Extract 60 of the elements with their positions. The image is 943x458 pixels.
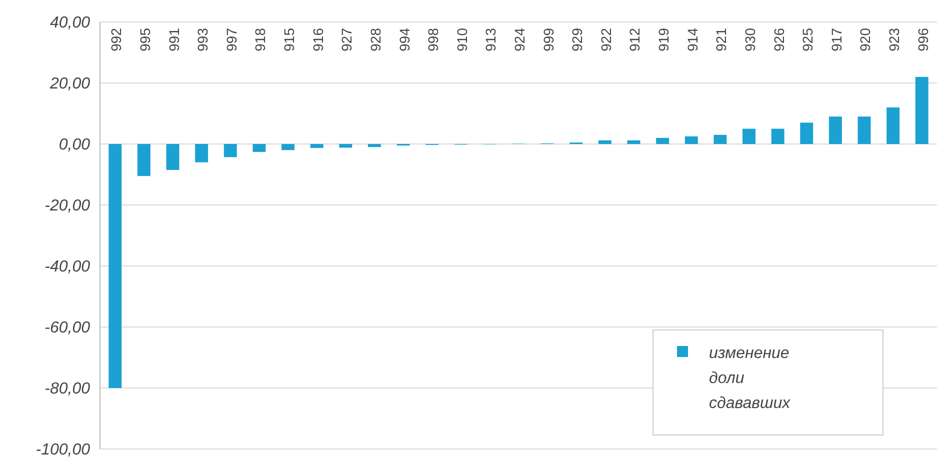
x-tick-label: 993 <box>194 28 211 52</box>
x-tick-label: 921 <box>713 28 730 52</box>
y-tick-label: -100,00 <box>36 442 90 458</box>
x-tick-label: 913 <box>482 28 499 52</box>
x-tick-label: 914 <box>684 28 700 52</box>
x-tick-label: 926 <box>770 28 787 52</box>
x-tick-label: 991 <box>166 28 182 52</box>
x-tick-label: 994 <box>396 28 412 52</box>
bar <box>915 76 928 144</box>
bar <box>656 138 670 144</box>
x-tick-label: 917 <box>828 28 844 52</box>
x-tick-label: 916 <box>310 28 326 52</box>
bar <box>252 144 266 152</box>
bar <box>627 140 640 144</box>
bar <box>800 122 814 144</box>
y-tick-label: 0,00 <box>58 136 90 154</box>
bar <box>828 116 842 144</box>
bar <box>684 136 698 144</box>
y-tick-label: 40,00 <box>50 14 90 32</box>
x-tick-label: 930 <box>742 28 758 52</box>
bar <box>771 128 784 144</box>
x-tick-label: 928 <box>367 28 384 52</box>
x-tick-label: 925 <box>800 28 816 52</box>
bar <box>714 134 727 144</box>
x-tick-label: 998 <box>425 28 442 52</box>
bar <box>858 116 871 144</box>
x-tick-label: 995 <box>136 28 153 52</box>
x-tick-label: 999 <box>540 28 556 52</box>
bar <box>339 144 352 148</box>
x-tick-label: 920 <box>857 28 874 52</box>
bar <box>742 128 756 144</box>
x-tick-label: 992 <box>108 28 124 52</box>
y-tick-label: -80,00 <box>44 380 90 398</box>
bar <box>886 107 900 144</box>
x-tick-label: 910 <box>454 28 470 52</box>
x-tick-label: 922 <box>598 28 614 52</box>
x-tick-label: 918 <box>252 28 268 52</box>
x-tick-label: 924 <box>512 28 528 52</box>
bar <box>282 144 294 150</box>
bar <box>598 140 612 144</box>
y-tick-label: -40,00 <box>44 258 90 276</box>
x-tick-label: 915 <box>281 28 297 52</box>
y-tick-label: -20,00 <box>44 198 90 215</box>
x-tick-label: 996 <box>914 28 931 52</box>
x-tick-label: 997 <box>223 28 240 52</box>
bar <box>195 144 208 162</box>
bar <box>137 144 150 176</box>
x-tick-label: 912 <box>626 28 643 52</box>
x-tick-label: 929 <box>569 28 586 52</box>
bar <box>224 144 237 158</box>
y-tick-label: -60,00 <box>44 320 90 337</box>
legend-label: изменение доли сдававших <box>709 345 792 412</box>
x-tick-label: 923 <box>886 28 902 52</box>
bar <box>368 144 381 148</box>
bar <box>166 144 180 170</box>
bar <box>310 144 324 148</box>
x-tick-label: 927 <box>338 28 355 52</box>
x-tick-label: 919 <box>656 28 672 52</box>
y-tick-label: 20,00 <box>48 76 90 93</box>
bar <box>108 144 122 388</box>
